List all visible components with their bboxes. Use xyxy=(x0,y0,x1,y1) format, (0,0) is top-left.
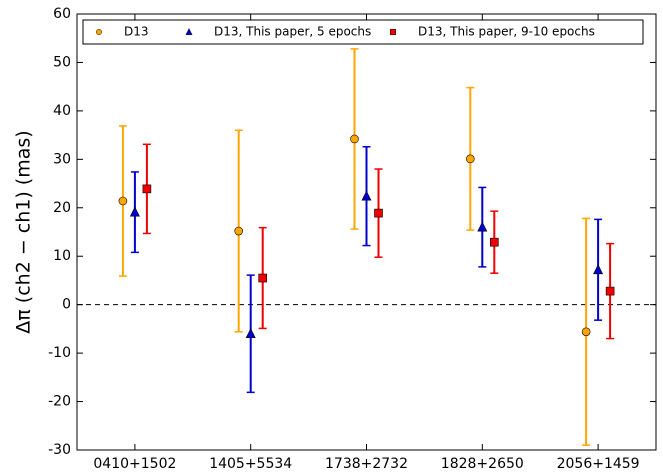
point xyxy=(350,134,359,144)
y-tick-label: 50 xyxy=(53,54,71,70)
legend-label: D13, This paper, 9-10 epochs xyxy=(418,25,595,39)
point xyxy=(581,327,591,337)
y-tick-label: 40 xyxy=(53,103,71,119)
point xyxy=(118,196,128,206)
x-tick-label: 1828+2650 xyxy=(441,456,524,472)
x-tick-label: 1405+5534 xyxy=(209,456,292,472)
point xyxy=(258,273,268,283)
point xyxy=(361,190,372,201)
legend-marker xyxy=(95,28,103,36)
y-tick-label: -10 xyxy=(48,345,71,361)
legend-label: D13 xyxy=(124,25,149,39)
y-tick-label: 0 xyxy=(62,297,71,313)
x-tick-label: 2056+1459 xyxy=(557,456,640,472)
legend-marker xyxy=(185,28,193,36)
point xyxy=(477,221,488,232)
x-tick-label: 0410+1502 xyxy=(93,456,176,472)
point xyxy=(245,328,256,339)
legend-box xyxy=(82,19,644,45)
legend-marker xyxy=(389,28,397,36)
y-tick-label: -20 xyxy=(48,394,71,410)
y-tick-label: 10 xyxy=(53,248,71,264)
y-tick-label: 20 xyxy=(53,200,71,216)
y-tick-label: -30 xyxy=(48,442,71,458)
y-tick-label: 60 xyxy=(53,6,71,22)
point xyxy=(489,237,499,247)
point xyxy=(374,208,383,218)
point xyxy=(142,184,152,194)
legend: D13 D13, This paper, 5 epochs D13, This pa… xyxy=(82,19,644,45)
y-tick-label: 30 xyxy=(53,151,71,167)
y-axis-label: Δπ (ch2 − ch1) (mas) xyxy=(13,130,35,333)
point xyxy=(129,206,140,217)
legend-label: D13, This paper, 5 epochs xyxy=(214,25,371,39)
point xyxy=(465,154,475,164)
point xyxy=(605,286,615,296)
point xyxy=(593,264,604,275)
point xyxy=(234,226,243,236)
x-tick-label: 1738+2732 xyxy=(325,456,408,472)
